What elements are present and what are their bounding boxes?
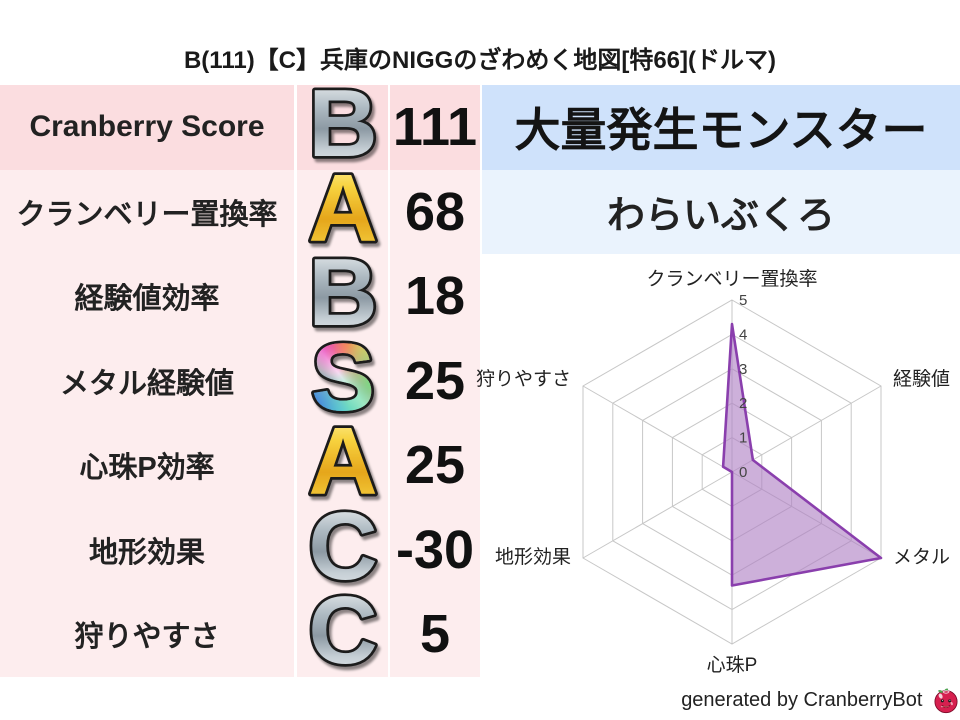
- svg-text:クランベリー置換率: クランベリー置換率: [646, 268, 817, 290]
- svg-text:心珠P: 心珠P: [707, 654, 758, 676]
- svg-text:S: S: [310, 339, 374, 423]
- svg-text:狩りやすさ: 狩りやすさ: [476, 368, 571, 390]
- svg-text:経験値: 経験値: [893, 368, 950, 390]
- svg-text:メタル: メタル: [893, 546, 950, 568]
- svg-text:C: C: [308, 592, 377, 676]
- svg-text:4: 4: [739, 326, 747, 343]
- svg-text:C: C: [308, 508, 377, 592]
- svg-text:地形効果: 地形効果: [495, 546, 571, 568]
- svg-text:A: A: [308, 423, 377, 507]
- svg-text:0: 0: [739, 464, 747, 481]
- svg-text:A: A: [308, 170, 377, 254]
- svg-text:5: 5: [739, 292, 747, 309]
- svg-text:2: 2: [739, 395, 747, 412]
- svg-text:1: 1: [739, 430, 747, 447]
- svg-text:B: B: [308, 254, 377, 338]
- svg-text:3: 3: [739, 361, 747, 378]
- svg-text:B: B: [308, 85, 377, 169]
